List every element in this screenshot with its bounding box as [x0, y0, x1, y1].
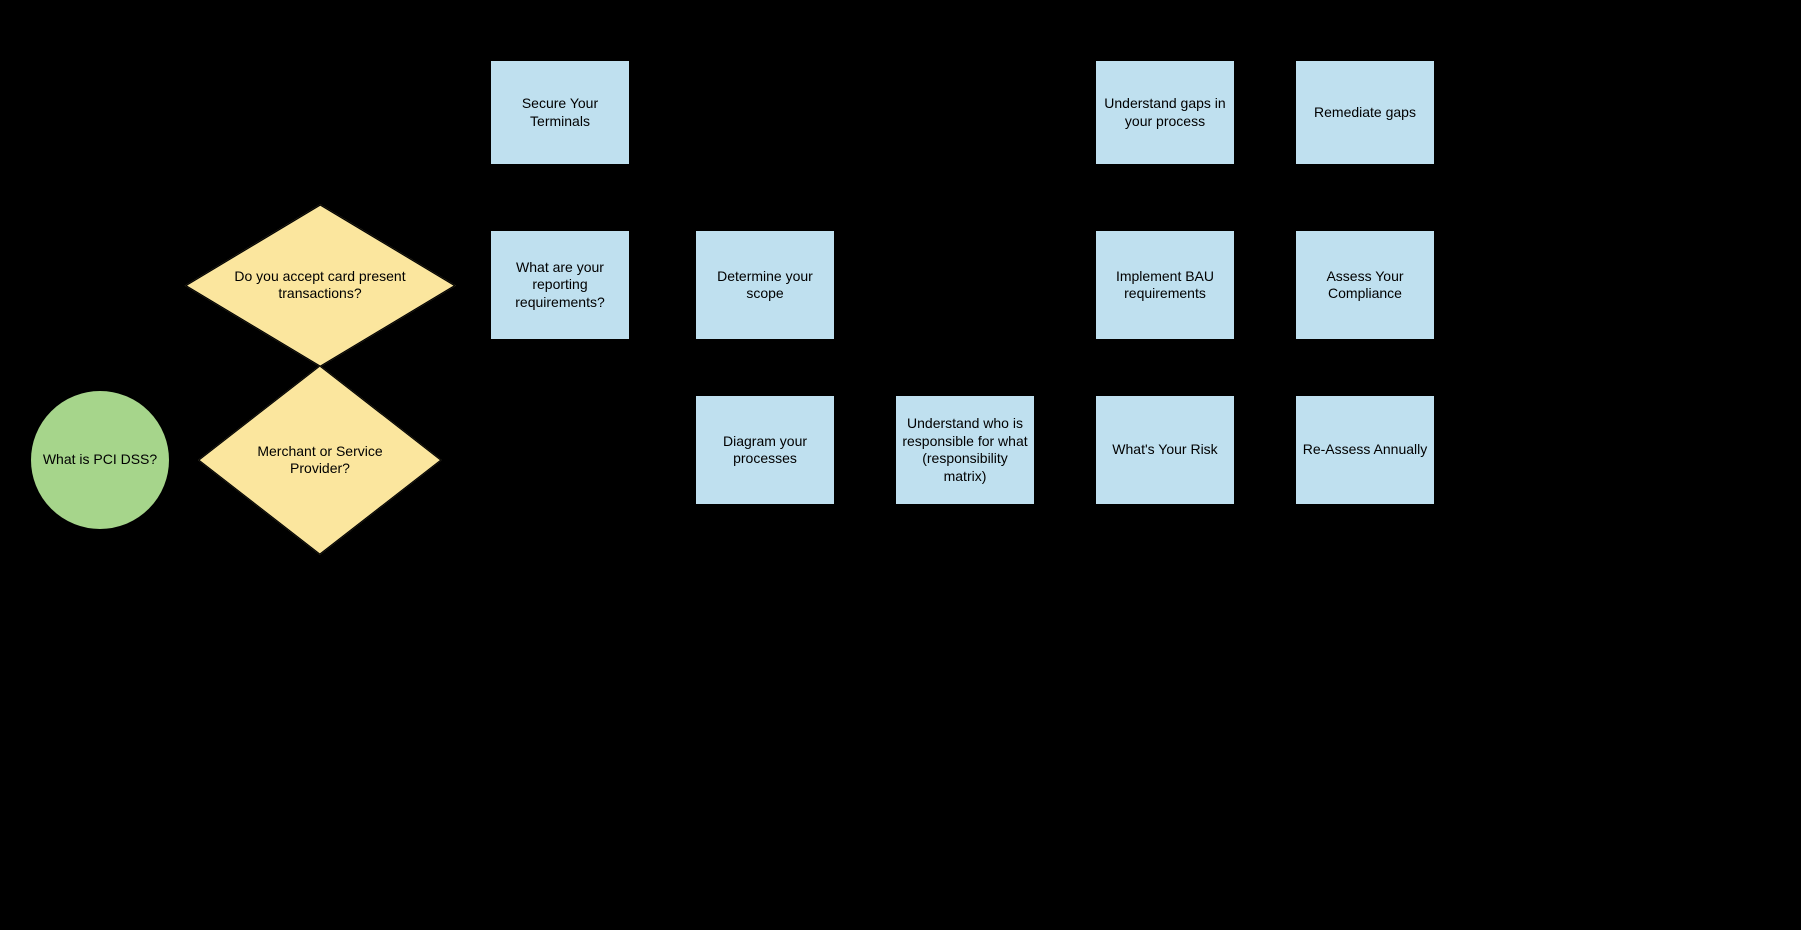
edge [1235, 112, 1303, 163]
node-reassess: Re-Assess Annually [1295, 395, 1435, 505]
node-implement_bau: Implement BAU requirements [1095, 230, 1235, 340]
node-reporting_reqs: What are your reporting requirements? [490, 230, 630, 340]
node-label: Merchant or Service Provider? [226, 386, 414, 534]
node-assess_compliance: Assess Your Compliance [1295, 230, 1435, 340]
node-diagram_processes: Diagram your processes [695, 395, 835, 505]
node-merchant_or_sp: Merchant or Service Provider? [230, 390, 410, 530]
node-remediate_gaps: Remediate gaps [1295, 60, 1435, 165]
node-understand_gaps: Understand gaps in your process [1095, 60, 1235, 165]
node-resp_matrix: Understand who is responsible for what (… [895, 395, 1035, 505]
node-secure_terminals: Secure Your Terminals [490, 60, 630, 165]
flowchart-canvas: What is PCI DSS? Merchant or Service Prov… [0, 0, 1801, 930]
node-determine_scope: Determine your scope [695, 230, 835, 340]
node-label: Do you accept card present transactions? [216, 221, 424, 349]
node-accept_card_present: Do you accept card present transactions? [220, 225, 420, 345]
edge [530, 165, 560, 230]
node-whats_your_risk: What's Your Risk [1095, 395, 1235, 505]
node-what_is_pci: What is PCI DSS? [30, 390, 170, 530]
